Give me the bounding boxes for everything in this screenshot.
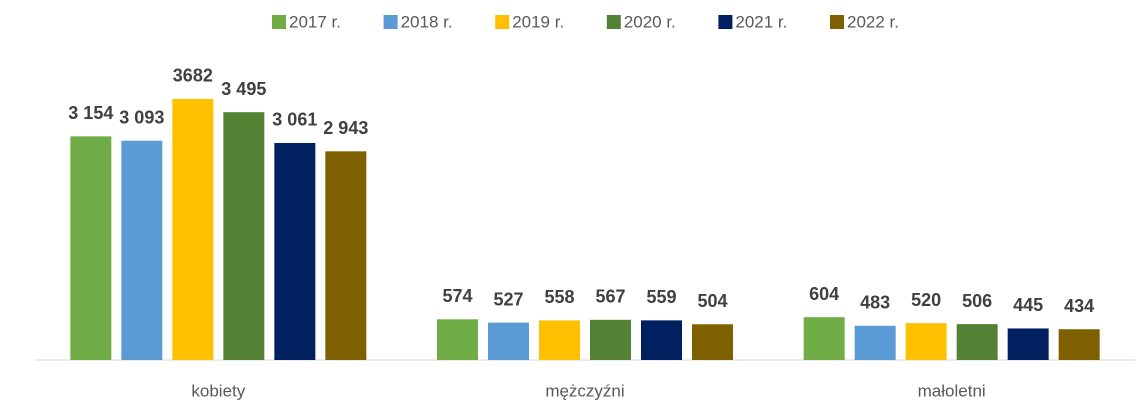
legend-swatch	[718, 15, 733, 29]
bar	[590, 319, 631, 360]
legend-label: 2019 r.	[512, 12, 564, 31]
data-label: 604	[809, 284, 839, 304]
bar	[488, 322, 529, 360]
data-label: 434	[1064, 296, 1094, 316]
bar	[956, 324, 998, 360]
bar	[70, 136, 112, 360]
legend-swatch	[495, 15, 510, 29]
legend-label: 2018 r.	[401, 12, 453, 31]
data-label: 3682	[173, 66, 213, 86]
data-label: 445	[1013, 295, 1043, 315]
data-label: 506	[962, 291, 992, 311]
bar	[854, 325, 896, 360]
bar	[1007, 328, 1049, 360]
x-tick-label: małoletni	[918, 381, 986, 400]
bar	[172, 98, 214, 360]
bar	[641, 320, 682, 360]
bar	[121, 140, 163, 360]
x-tick-label: kobiety	[191, 381, 245, 400]
bar	[223, 112, 265, 360]
legend-label: 2021 r.	[735, 12, 787, 31]
data-label: 504	[697, 291, 727, 311]
data-label: 3 154	[68, 103, 113, 123]
data-label: 559	[646, 287, 676, 307]
legend-swatch	[830, 15, 844, 29]
data-label: 3 495	[221, 79, 266, 99]
data-label: 558	[544, 287, 574, 307]
bar	[692, 324, 733, 360]
data-label: 483	[860, 293, 890, 313]
data-label: 574	[442, 286, 472, 306]
legend-swatch	[383, 15, 398, 29]
bar	[437, 319, 478, 360]
bar	[803, 317, 845, 360]
bar	[539, 320, 580, 360]
data-label: 520	[911, 290, 941, 310]
data-label: 2 943	[323, 118, 368, 138]
x-tick-label: mężczyźni	[545, 381, 624, 400]
legend-swatch	[606, 15, 621, 29]
legend-swatch	[272, 15, 286, 29]
bar	[274, 142, 316, 360]
legend-label: 2017 r.	[289, 12, 341, 31]
data-label: 527	[493, 289, 523, 309]
bar	[905, 323, 947, 360]
legend-label: 2020 r.	[624, 12, 676, 31]
legend-label: 2022 r.	[847, 12, 899, 31]
data-label: 567	[595, 287, 625, 307]
data-label: 3 061	[272, 110, 317, 130]
bar	[325, 151, 367, 360]
bar	[1058, 329, 1100, 360]
data-label: 3 093	[119, 107, 164, 127]
